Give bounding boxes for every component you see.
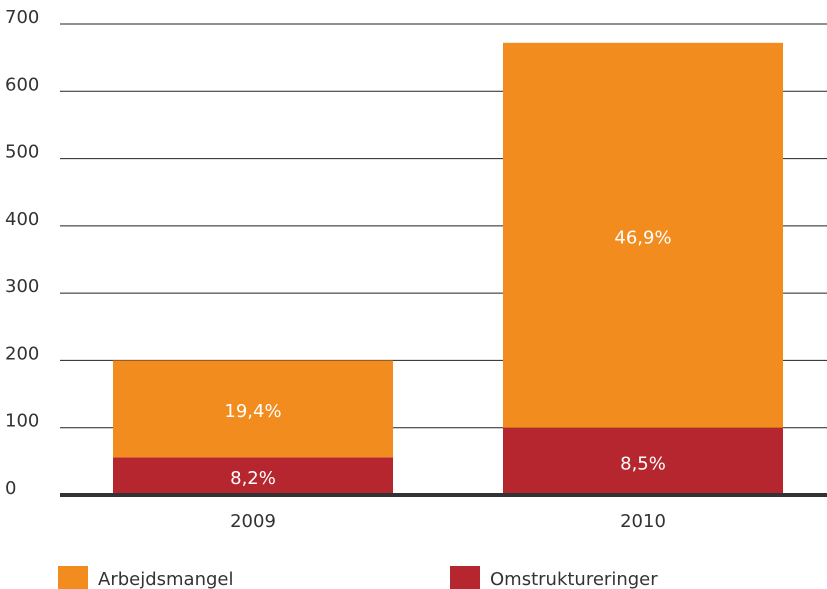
bar-segment xyxy=(113,457,393,495)
bar-segment xyxy=(503,42,783,428)
y-tick-label: 200 xyxy=(5,343,39,364)
bar-segment xyxy=(503,427,783,495)
data-label: 19,4% xyxy=(224,401,281,422)
data-label: 8,2% xyxy=(230,468,276,489)
y-tick-label: 0 xyxy=(5,478,16,499)
y-tick-label: 300 xyxy=(5,276,39,297)
y-tick-label: 100 xyxy=(5,411,39,432)
x-tick-label: 2009 xyxy=(230,511,276,532)
y-tick-label: 700 xyxy=(5,7,39,28)
y-tick-label: 500 xyxy=(5,142,39,163)
y-tick-label: 400 xyxy=(5,209,39,230)
legend-label: Arbejdsmangel xyxy=(98,569,234,589)
y-tick-label: 600 xyxy=(5,74,39,95)
legend-label: Omstruktureringer xyxy=(490,569,658,589)
legend-swatch xyxy=(450,566,480,589)
data-label: 8,5% xyxy=(620,453,666,474)
legend-swatch xyxy=(58,566,88,589)
bar-segment xyxy=(113,360,393,458)
x-tick-label: 2010 xyxy=(620,511,666,532)
data-label: 46,9% xyxy=(614,227,671,248)
